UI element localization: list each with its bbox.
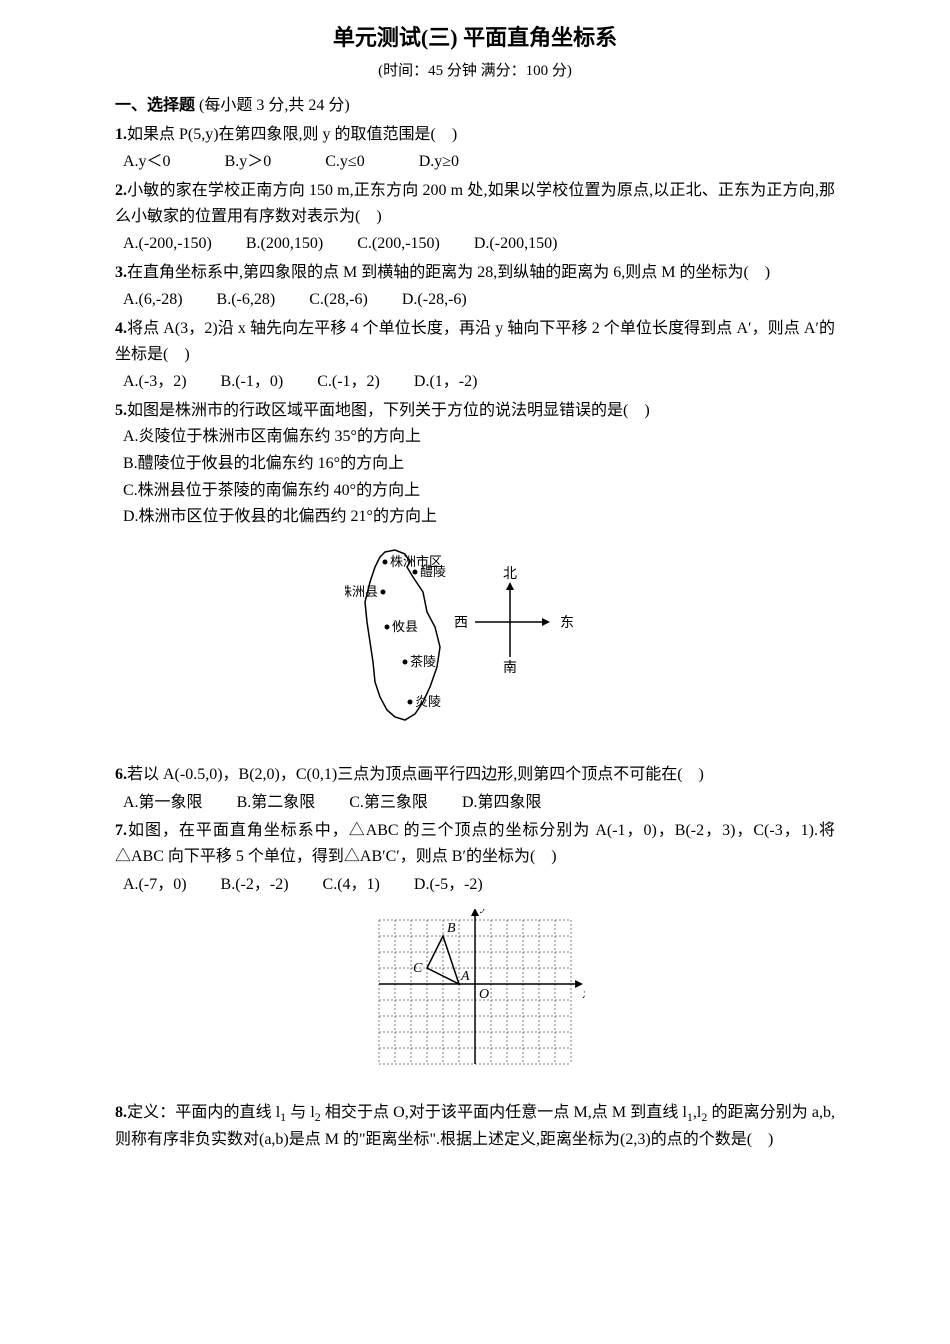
q7-opt-c: C.(4，1) <box>323 872 380 898</box>
q4-num: 4. <box>115 320 127 337</box>
q2-opt-d: D.(-200,150) <box>474 231 558 257</box>
q1-num: 1. <box>115 126 127 143</box>
q7-opt-b: B.(-2，-2) <box>221 872 289 898</box>
svg-text:B: B <box>447 921 456 936</box>
q6-opt-b: B.第二象限 <box>237 790 316 816</box>
q7-opt-d: D.(-5，-2) <box>414 872 483 898</box>
q6-opt-c: C.第三象限 <box>349 790 428 816</box>
q3-opt-a: A.(6,-28) <box>123 287 183 313</box>
q5-figure: 株洲市区醴陵株洲县攸县茶陵炎陵北南东西 <box>115 542 835 751</box>
q3-opt-d: D.(-28,-6) <box>402 287 467 313</box>
q5-opt-d: D.株洲市区位于攸县的北偏西约 21°的方向上 <box>123 504 835 530</box>
q2-opt-c: C.(200,-150) <box>357 231 440 257</box>
q4-options: A.(-3，2) B.(-1，0) C.(-1，2) D.(1，-2) <box>123 369 835 395</box>
svg-text:醴陵: 醴陵 <box>420 564 446 579</box>
section-info: (每小题 3 分,共 24 分) <box>199 97 350 114</box>
question-3: 3.在直角坐标系中,第四象限的点 M 到横轴的距离为 28,到纵轴的距离为 6,… <box>115 260 835 313</box>
q1-opt-a: A.y＜0 <box>123 149 171 175</box>
svg-text:C: C <box>413 961 423 976</box>
q2-options: A.(-200,-150) B.(200,150) C.(200,-150) D… <box>123 231 835 257</box>
svg-text:O: O <box>479 987 489 1002</box>
question-6: 6.若以 A(-0.5,0)，B(2,0)，C(0,1)三点为顶点画平行四边形,… <box>115 762 835 815</box>
q5-opt-a: A.炎陵位于株洲市区南偏东约 35°的方向上 <box>123 424 835 450</box>
q1-text: 如果点 P(5,y)在第四象限,则 y 的取值范围是( ) <box>127 126 457 143</box>
question-8: 8.定义：平面内的直线 l1 与 l2 相交于点 O,对于该平面内任意一点 M,… <box>115 1100 835 1153</box>
svg-text:攸县: 攸县 <box>392 619 418 634</box>
q6-options: A.第一象限 B.第二象限 C.第三象限 D.第四象限 <box>123 790 835 816</box>
q5-opt-b: B.醴陵位于攸县的北偏东约 16°的方向上 <box>123 451 835 477</box>
svg-text:株洲县: 株洲县 <box>345 584 378 599</box>
q8-text-p3: 相交于点 O,对于该平面内任意一点 M,点 M 到直线 l <box>321 1104 687 1121</box>
q1-options: A.y＜0 B.y＞0 C.y≤0 D.y≥0 <box>123 149 835 175</box>
svg-text:A: A <box>460 969 470 984</box>
section-heading: 一、选择题 <box>115 97 195 114</box>
q3-options: A.(6,-28) B.(-6,28) C.(28,-6) D.(-28,-6) <box>123 287 835 313</box>
page-title: 单元测试(三) 平面直角坐标系 <box>115 20 835 55</box>
svg-text:炎陵: 炎陵 <box>415 694 441 709</box>
q5-num: 5. <box>115 402 127 419</box>
q4-opt-b: B.(-1，0) <box>221 369 284 395</box>
q1-opt-b: B.y＞0 <box>225 149 272 175</box>
svg-text:北: 北 <box>503 566 517 582</box>
q1-opt-d: D.y≥0 <box>419 149 459 175</box>
q6-num: 6. <box>115 766 127 783</box>
map-diagram: 株洲市区醴陵株洲县攸县茶陵炎陵北南东西 <box>345 542 605 742</box>
page-subtitle: (时间：45 分钟 满分：100 分) <box>115 59 835 83</box>
coordinate-grid: x y OA B C <box>365 909 585 1079</box>
svg-text:茶陵: 茶陵 <box>410 654 436 669</box>
question-2: 2.小敏的家在学校正南方向 150 m,正东方向 200 m 处,如果以学校位置… <box>115 178 835 257</box>
q4-opt-c: C.(-1，2) <box>317 369 380 395</box>
q1-opt-c: C.y≤0 <box>325 149 364 175</box>
q7-figure: x y OA B C <box>115 909 835 1088</box>
q4-text: 将点 A(3，2)沿 x 轴先向左平移 4 个单位长度，再沿 y 轴向下平移 2… <box>115 320 835 363</box>
section-1-header: 一、选择题 (每小题 3 分,共 24 分) <box>115 93 835 119</box>
q5-text: 如图是株洲市的行政区域平面地图，下列关于方位的说法明显错误的是( ) <box>127 402 650 419</box>
q6-opt-a: A.第一象限 <box>123 790 203 816</box>
q5-opt-c: C.株洲县位于茶陵的南偏东约 40°的方向上 <box>123 478 835 504</box>
svg-text:x: x <box>582 987 585 1002</box>
svg-text:东: 东 <box>560 615 574 631</box>
q6-text: 若以 A(-0.5,0)，B(2,0)，C(0,1)三点为顶点画平行四边形,则第… <box>127 766 704 783</box>
q2-opt-b: B.(200,150) <box>246 231 323 257</box>
q3-opt-c: C.(28,-6) <box>309 287 368 313</box>
q4-opt-d: D.(1，-2) <box>414 369 478 395</box>
q7-opt-a: A.(-7，0) <box>123 872 187 898</box>
q6-opt-d: D.第四象限 <box>462 790 542 816</box>
question-5: 5.如图是株洲市的行政区域平面地图，下列关于方位的说法明显错误的是( ) A.炎… <box>115 398 835 530</box>
q2-text: 小敏的家在学校正南方向 150 m,正东方向 200 m 处,如果以学校位置为原… <box>115 182 835 225</box>
q8-num: 8. <box>115 1104 127 1121</box>
q7-num: 7. <box>115 822 127 839</box>
question-1: 1.如果点 P(5,y)在第四象限,则 y 的取值范围是( ) A.y＜0 B.… <box>115 122 835 175</box>
question-4: 4.将点 A(3，2)沿 x 轴先向左平移 4 个单位长度，再沿 y 轴向下平移… <box>115 316 835 395</box>
svg-text:y: y <box>479 909 488 914</box>
svg-text:西: 西 <box>454 616 468 631</box>
q8-text-p2: 与 l <box>286 1104 315 1121</box>
q2-opt-a: A.(-200,-150) <box>123 231 212 257</box>
q8-text-p1: 定义：平面内的直线 l <box>127 1104 280 1121</box>
q4-opt-a: A.(-3，2) <box>123 369 187 395</box>
q3-num: 3. <box>115 264 127 281</box>
q2-num: 2. <box>115 182 127 199</box>
q7-text: 如图，在平面直角坐标系中，△ABC 的三个顶点的坐标分别为 A(-1，0)，B(… <box>115 822 835 865</box>
q3-text: 在直角坐标系中,第四象限的点 M 到横轴的距离为 28,到纵轴的距离为 6,则点… <box>127 264 770 281</box>
q3-opt-b: B.(-6,28) <box>217 287 276 313</box>
question-7: 7.如图，在平面直角坐标系中，△ABC 的三个顶点的坐标分别为 A(-1，0)，… <box>115 818 835 897</box>
q7-options: A.(-7，0) B.(-2，-2) C.(4，1) D.(-5，-2) <box>123 872 835 898</box>
svg-text:南: 南 <box>503 660 517 676</box>
